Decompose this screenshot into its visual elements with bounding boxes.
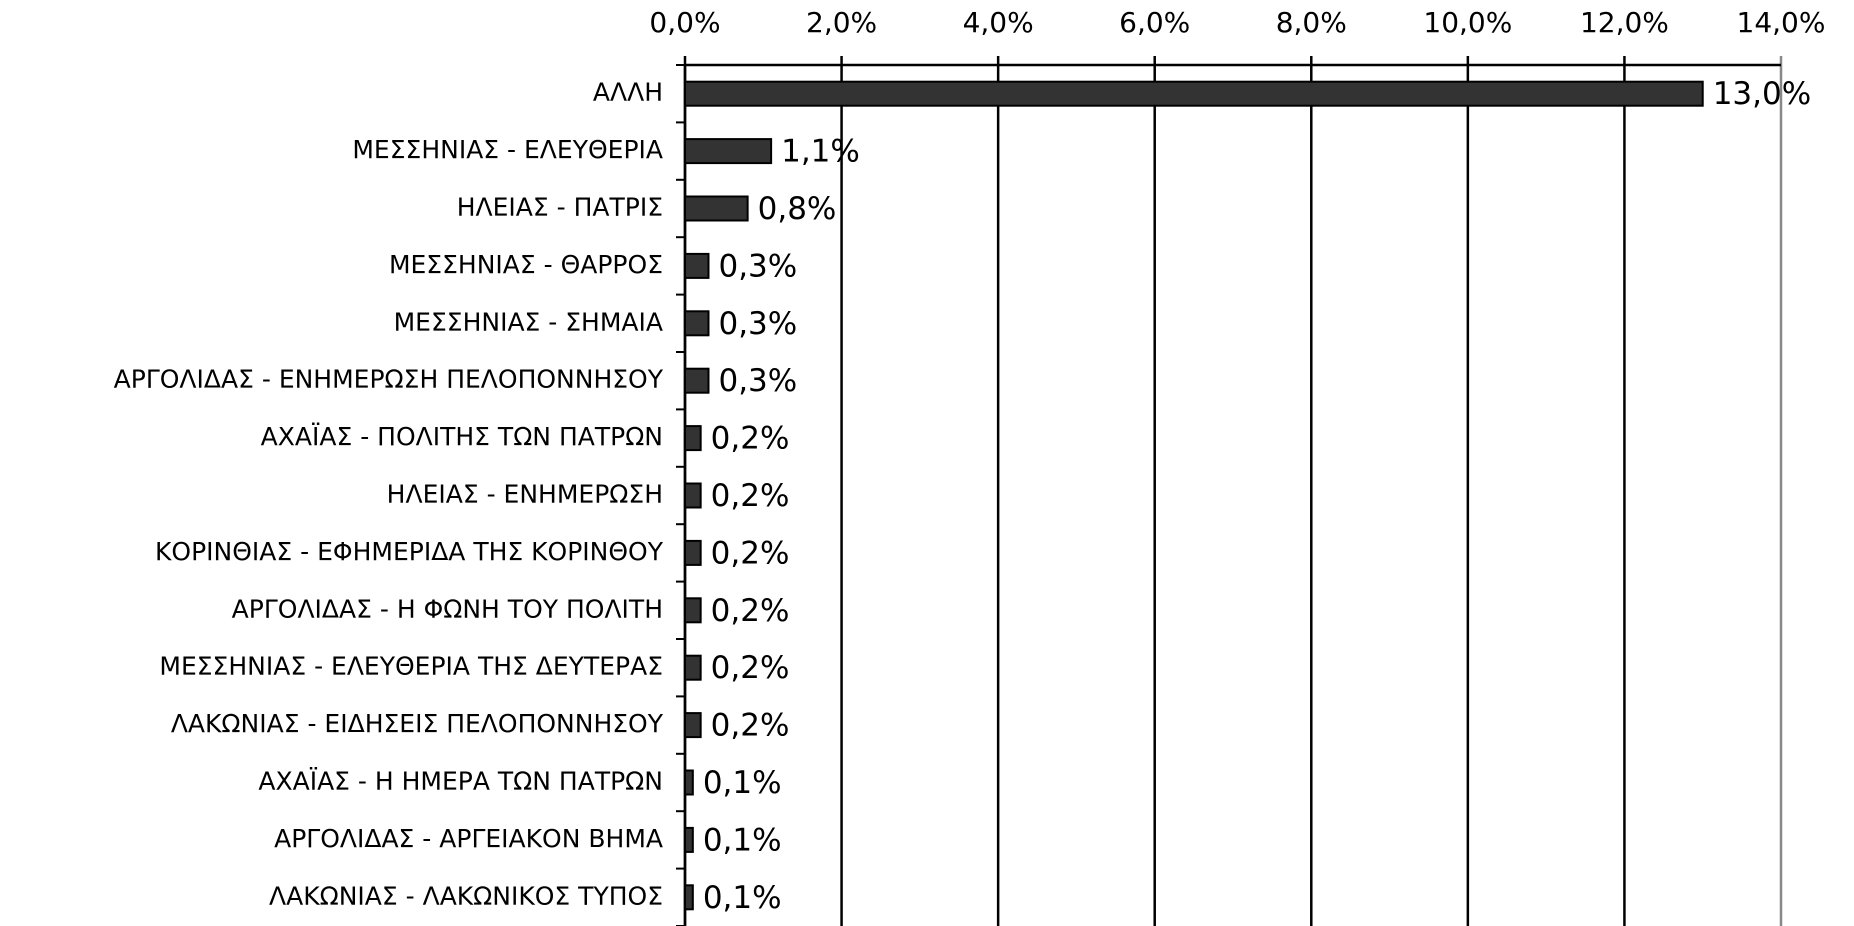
data-label: 0,2% (711, 708, 790, 744)
y-tick-label: ΑΧΑΪΑΣ - Η ΗΜΕΡΑ ΤΩΝ ΠΑΤΡΩΝ (258, 767, 663, 796)
data-label: 1,1% (781, 134, 860, 170)
data-label: 0,3% (718, 248, 797, 284)
bar (684, 138, 773, 165)
data-label: 0,1% (703, 822, 782, 858)
y-tick-label: ΜΕΣΣΗΝΙΑΣ - ΣΗΜΑΙΑ (394, 307, 663, 336)
y-tick-label: ΜΕΣΣΗΝΙΑΣ - ΘΑΡΡΟΣ (389, 250, 663, 279)
y-tick-label: ΑΧΑΪΑΣ - ΠΟΛΙΤΗΣ ΤΩΝ ΠΑΤΡΩΝ (261, 422, 663, 451)
y-tick-label: ΛΑΚΩΝΙΑΣ - ΕΙΔΗΣΕΙΣ ΠΕΛΟΠΟΝΝΗΣΟΥ (171, 709, 664, 738)
bar (684, 884, 694, 911)
bar (684, 597, 702, 624)
y-tick-label: ΑΡΓΟΛΙΔΑΣ - ΕΝΗΜΕΡΩΣΗ ΠΕΛΟΠΟΝΝΗΣΟΥ (114, 365, 664, 394)
y-tick-label: ΜΕΣΣΗΝΙΑΣ - ΕΛΕΥΘΕΡΙΑ ΤΗΣ ΔΕΥΤΕΡΑΣ (159, 652, 663, 681)
x-tick-label: 12,0% (1580, 6, 1669, 39)
x-tick-label: 6,0% (1119, 6, 1190, 39)
bar (684, 539, 702, 566)
data-label: 0,2% (711, 650, 790, 686)
y-tick-label: ΑΡΓΟΛΙΔΑΣ - ΑΡΓΕΙΑΚΟΝ ΒΗΜΑ (274, 824, 663, 853)
data-label: 13,0% (1713, 76, 1811, 112)
bar (684, 367, 710, 394)
data-label: 0,3% (718, 306, 797, 342)
bar (684, 769, 694, 796)
x-tick-label: 0,0% (649, 6, 720, 39)
data-label: 0,8% (758, 191, 837, 227)
x-tick-label: 8,0% (1276, 6, 1347, 39)
x-tick-label: 10,0% (1423, 6, 1512, 39)
data-label: 0,2% (711, 593, 790, 629)
bar (684, 310, 710, 337)
data-label: 0,3% (718, 363, 797, 399)
y-tick-label: ΜΕΣΣΗΝΙΑΣ - ΕΛΕΥΘΕΡΙΑ (352, 135, 663, 164)
y-tick-label: ΗΛΕΙΑΣ - ΠΑΤΡΙΣ (457, 193, 663, 222)
bar (684, 195, 749, 222)
y-tick-label: ΛΑΚΩΝΙΑΣ - ΛΑΚΩΝΙΚΟΣ ΤΥΠΟΣ (269, 881, 663, 910)
bar (684, 482, 702, 509)
bar (684, 654, 702, 681)
data-label: 0,2% (711, 421, 790, 457)
x-tick-label: 14,0% (1737, 6, 1826, 39)
data-label: 0,2% (711, 535, 790, 571)
data-label: 0,2% (711, 478, 790, 514)
data-label: 0,1% (703, 765, 782, 801)
y-tick-label: ΚΟΡΙΝΘΙΑΣ - ΕΦΗΜΕΡΙΔΑ ΤΗΣ ΚΟΡΙΝΘΟΥ (155, 537, 664, 566)
bar (684, 826, 694, 853)
y-tick-label: ΑΛΛΗ (593, 78, 663, 107)
bar (684, 252, 710, 279)
data-label: 0,1% (703, 880, 782, 916)
y-tick-label: ΗΛΕΙΑΣ - ΕΝΗΜΕΡΩΣΗ (387, 480, 663, 509)
x-tick-label: 4,0% (963, 6, 1034, 39)
bar (684, 712, 702, 739)
y-tick-label: ΑΡΓΟΛΙΔΑΣ - Η ΦΩΝΗ ΤΟΥ ΠΟΛΙΤΗ (232, 594, 663, 623)
bar (684, 425, 702, 452)
bar (684, 80, 1704, 107)
x-tick-label: 2,0% (806, 6, 877, 39)
